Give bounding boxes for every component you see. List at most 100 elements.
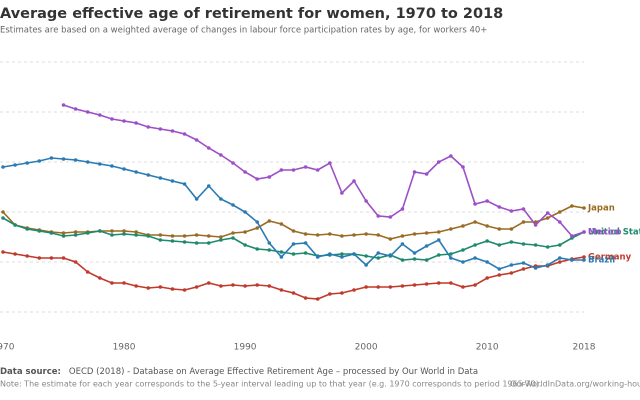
- data-point: [158, 127, 163, 131]
- data-point: [170, 287, 175, 291]
- data-point: [61, 256, 66, 260]
- data-point: [509, 227, 514, 231]
- data-point: [1, 250, 5, 254]
- data-point: [73, 107, 78, 111]
- data-point: [291, 229, 296, 233]
- data-point: [231, 161, 235, 165]
- data-point: [473, 220, 477, 224]
- data-point: [388, 285, 393, 289]
- data-point: [219, 284, 223, 288]
- data-point: [521, 207, 526, 211]
- data-point: [461, 248, 465, 252]
- data-point: [25, 227, 30, 231]
- data-point: [461, 285, 465, 289]
- data-point: [267, 241, 272, 245]
- data-point: [98, 162, 102, 166]
- data-point: [182, 132, 187, 136]
- data-point: [194, 233, 199, 237]
- data-point: [449, 227, 453, 231]
- data-point: [340, 191, 344, 195]
- data-point: [364, 263, 368, 267]
- data-point: [85, 270, 90, 274]
- data-point: [243, 243, 247, 247]
- data-point: [61, 157, 66, 161]
- data-point: [267, 175, 272, 179]
- data-point: [182, 234, 187, 238]
- data-point: [376, 256, 381, 260]
- url: OurWorldInData.org/working-hours: [510, 380, 640, 389]
- data-point: [146, 173, 151, 177]
- data-point: [497, 267, 502, 271]
- data-point: [194, 197, 199, 201]
- data-point: [98, 229, 102, 233]
- x-tick-label: 2018: [573, 343, 596, 353]
- data-point: [521, 242, 526, 246]
- source-label: Data source:: [0, 367, 61, 377]
- x-tick-label: 1970: [0, 343, 15, 353]
- data-point: [219, 197, 223, 201]
- data-point: [279, 250, 284, 254]
- data-point: [533, 223, 538, 227]
- data-point: [267, 284, 272, 288]
- data-point: [206, 146, 211, 150]
- data-point: [110, 229, 114, 233]
- data-point: [485, 199, 489, 203]
- data-point: [146, 286, 151, 290]
- data-point: [473, 283, 477, 287]
- data-point: [424, 231, 429, 235]
- data-point: [110, 281, 114, 285]
- source-text: OECD (2018) - Database on Average Effect…: [69, 367, 478, 377]
- chart-title: Average effective age of retirement for …: [0, 6, 503, 22]
- data-point: [557, 210, 562, 214]
- data-point: [582, 255, 586, 259]
- data-point: [243, 170, 247, 174]
- data-point: [436, 230, 441, 234]
- data-point: [194, 285, 199, 289]
- data-point: [194, 138, 199, 142]
- data-point: [449, 154, 453, 158]
- data-point: [557, 243, 562, 247]
- data-point: [340, 255, 344, 259]
- data-point: [497, 243, 502, 247]
- data-point: [158, 176, 163, 180]
- data-point: [49, 156, 54, 160]
- data-point: [37, 256, 42, 260]
- data-point: [122, 229, 126, 233]
- data-point: [146, 234, 151, 238]
- data-point: [533, 266, 538, 270]
- data-point: [134, 233, 138, 237]
- data-point: [545, 263, 550, 267]
- data-point: [85, 231, 90, 235]
- data-point: [182, 240, 187, 244]
- data-point: [73, 233, 78, 237]
- data-point: [170, 129, 175, 133]
- data-point: [291, 252, 296, 256]
- data-point: [279, 255, 284, 259]
- data-point: [170, 179, 175, 183]
- data-point: [449, 256, 453, 260]
- data-point: [328, 292, 332, 296]
- data-point: [303, 296, 308, 300]
- data-point: [37, 229, 42, 233]
- data-point: [557, 220, 562, 224]
- data-point: [376, 251, 381, 255]
- data-point: [412, 283, 417, 287]
- data-point: [545, 211, 550, 215]
- data-point: [243, 284, 247, 288]
- data-point: [158, 285, 163, 289]
- data-point: [388, 215, 393, 219]
- data-point: [303, 232, 308, 236]
- data-point: [231, 231, 235, 235]
- data-point: [255, 226, 259, 230]
- data-point: [1, 216, 5, 220]
- series-label: Germany: [588, 253, 632, 263]
- data-point: [461, 165, 465, 169]
- data-point: [352, 252, 356, 256]
- data-point: [206, 184, 211, 188]
- data-point: [49, 256, 54, 260]
- data-point: [158, 233, 163, 237]
- data-point: [110, 233, 114, 237]
- data-point: [231, 236, 235, 240]
- data-point: [485, 224, 489, 228]
- data-point: [61, 234, 66, 238]
